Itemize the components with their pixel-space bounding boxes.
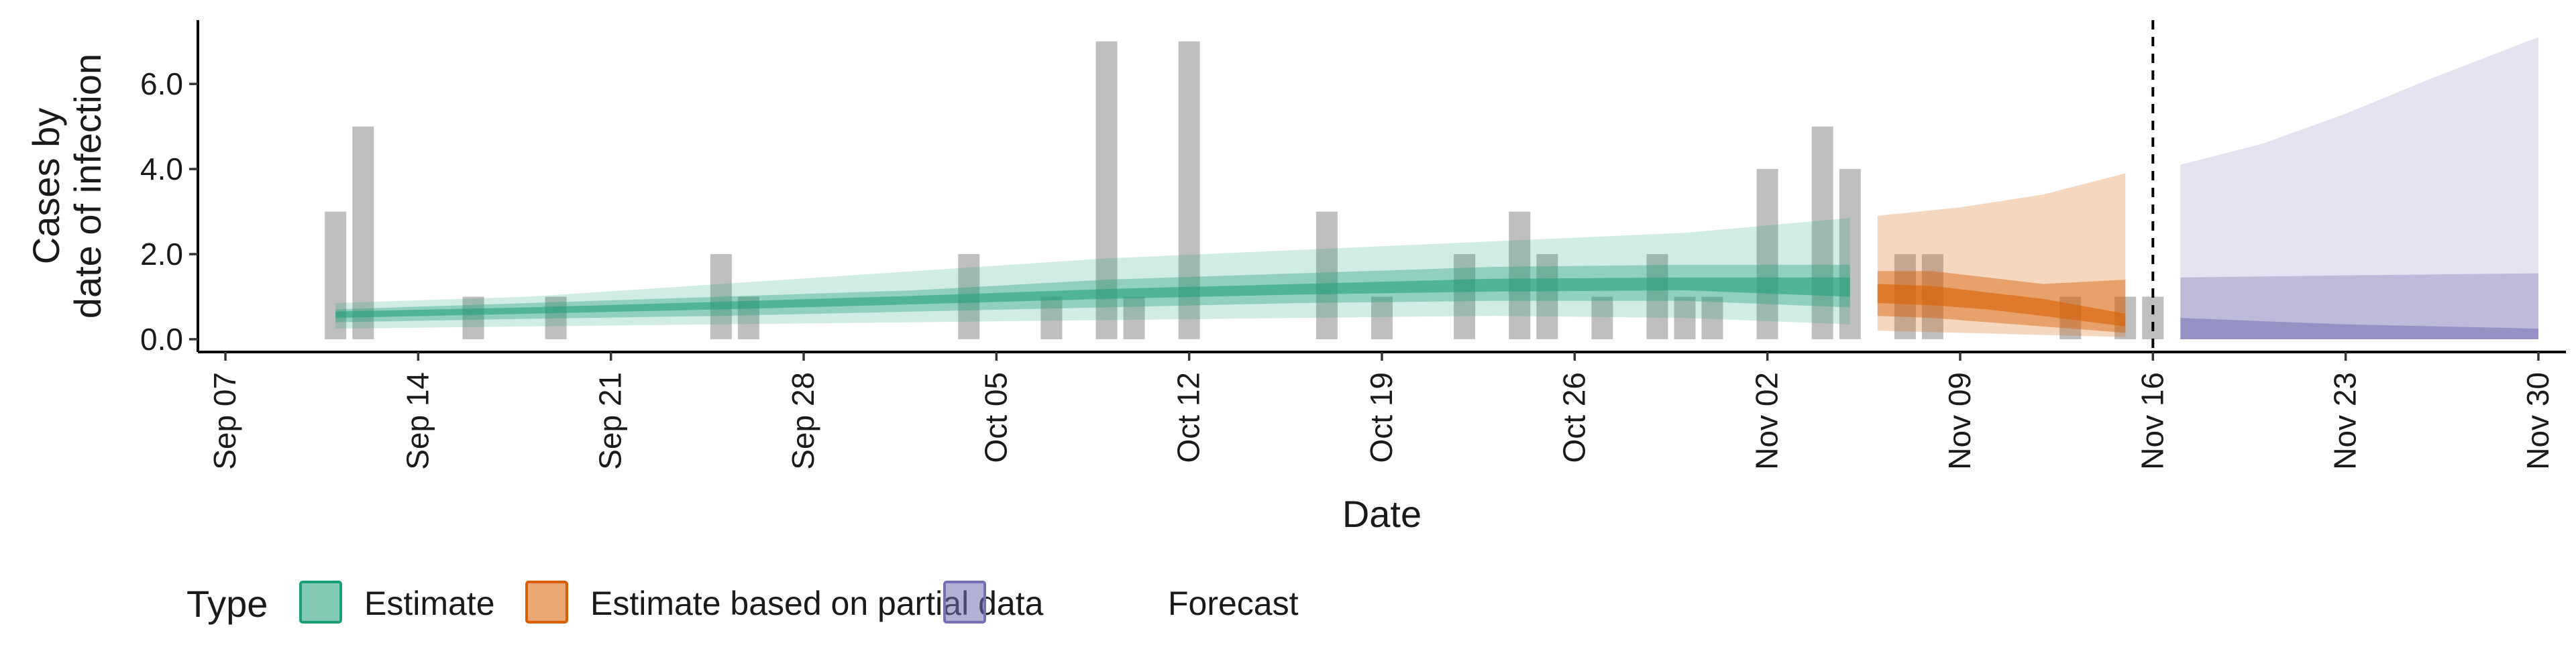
y-axis-title: Cases bydate of infection [25,54,109,318]
observed-case-bar-16 [1591,296,1613,339]
x-tick-label-12: Nov 30 [2520,372,2555,470]
legend-key-forecast [943,581,986,624]
ribbon-estimate-2 [335,277,1850,318]
ribbon-forecast-0 [2180,37,2538,340]
legend-title: Type [186,583,268,625]
legend-label-forecast: Forecast [1168,585,1299,622]
observed-case-bar-4 [710,254,732,339]
x-tick-label-5: Oct 12 [1171,372,1206,463]
x-tick-label-6: Oct 19 [1364,372,1399,463]
x-tick-label-4: Oct 05 [978,372,1013,463]
observed-case-bar-13 [1454,254,1476,339]
observed-case-bar-27 [2142,296,2164,339]
y-tick-label-3: 6.0 [140,66,183,101]
x-tick-label-11: Nov 23 [2328,372,2363,470]
observed-case-bar-14 [1509,211,1531,339]
ribbon-partial-2 [1877,284,2126,327]
legend-label-estimate: Estimate [364,585,495,622]
ribbon-forecast-2 [2180,318,2538,339]
x-tick-label-1: Sep 14 [400,372,435,470]
x-tick-label-8: Nov 02 [1750,372,1784,470]
x-tick-label-2: Sep 21 [593,372,628,470]
observed-case-bar-7 [1040,296,1063,339]
x-tick-label-7: Oct 26 [1556,372,1591,463]
x-axis-title: Date [1342,493,1421,535]
legend-key-partial [525,581,568,624]
axes: 0.0 2.0 4.0 6.0 Sep 07 Sep 14 Sep 21 Sep 28 Oct … [25,20,2566,535]
observed-case-bar-22 [1839,169,1861,339]
observed-case-bar-15 [1536,254,1558,339]
legend-key-estimate [299,581,342,624]
y-tick-label-0: 0.0 [140,322,183,357]
observed-case-bar-19 [1701,296,1723,339]
observed-case-bar-0 [325,211,347,339]
observed-case-bar-12 [1371,296,1393,339]
ribbon-estimate-0 [335,218,1850,329]
observed-case-bar-2 [462,296,484,339]
observed-case-bar-11 [1316,211,1338,339]
observed-case-bar-3 [545,296,567,339]
observed-case-bar-17 [1646,254,1668,339]
y-tick-label-1: 2.0 [140,237,183,272]
observed-case-bar-1 [352,126,374,339]
x-tick-label-10: Nov 16 [2135,372,2169,470]
x-tick-label-9: Nov 09 [1942,372,1977,470]
x-tick-label-0: Sep 07 [207,372,242,470]
y-axis-title-line-0: Cases by [25,108,67,264]
observed-case-bar-20 [1756,169,1778,339]
observed-case-bar-18 [1674,296,1696,339]
y-tick-label-2: 4.0 [140,152,183,186]
observed-case-bar-21 [1811,126,1833,339]
observed-case-bar-9 [1123,296,1145,339]
legend: Type Estimate Estimate based on partial da… [186,581,1299,625]
y-axis-title-line-1: date of infection [66,54,109,318]
x-tick-label-3: Sep 28 [786,372,820,470]
plot-area [325,20,2538,352]
